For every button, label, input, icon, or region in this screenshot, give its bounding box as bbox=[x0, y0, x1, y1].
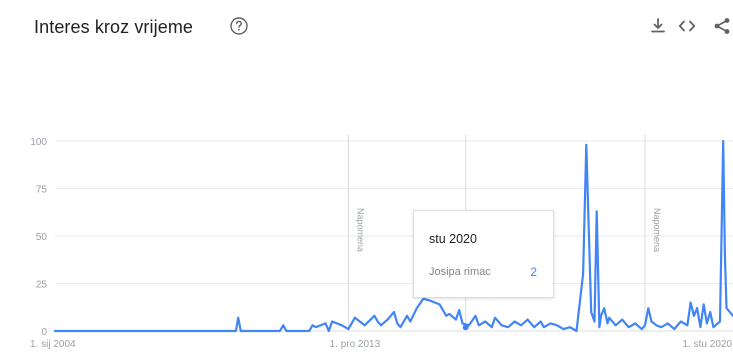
download-icon[interactable] bbox=[648, 16, 668, 36]
annotation-label: Napomena bbox=[355, 208, 365, 252]
data-point bbox=[462, 324, 469, 331]
y-tick-label: 25 bbox=[36, 280, 48, 291]
series-line-josipa-rimac bbox=[53, 139, 733, 333]
help-circle-icon[interactable] bbox=[229, 16, 249, 36]
y-tick-label: 0 bbox=[41, 327, 47, 338]
tooltip-term: Josipa rimac bbox=[429, 266, 491, 278]
chart-tooltip: stu 2020 Josipa rimac 2 bbox=[413, 210, 554, 298]
embed-code-icon[interactable] bbox=[677, 16, 697, 36]
chart-header: Interes kroz vrijeme bbox=[0, 0, 733, 60]
tooltip-value: 2 bbox=[530, 265, 537, 279]
chart-title: Interes kroz vrijeme bbox=[34, 17, 194, 37]
annotation-label: Napomena bbox=[652, 208, 662, 252]
x-tick-label: 1. stu 2020 bbox=[683, 339, 733, 350]
share-icon[interactable] bbox=[712, 16, 732, 36]
y-tick-label: 100 bbox=[30, 137, 47, 148]
y-tick-label: 75 bbox=[36, 185, 48, 196]
x-tick-label: 1. sij 2004 bbox=[30, 339, 76, 350]
x-tick-label: 1. pro 2013 bbox=[330, 339, 381, 350]
y-tick-label: 50 bbox=[36, 232, 48, 243]
tooltip-date: stu 2020 bbox=[429, 232, 477, 246]
